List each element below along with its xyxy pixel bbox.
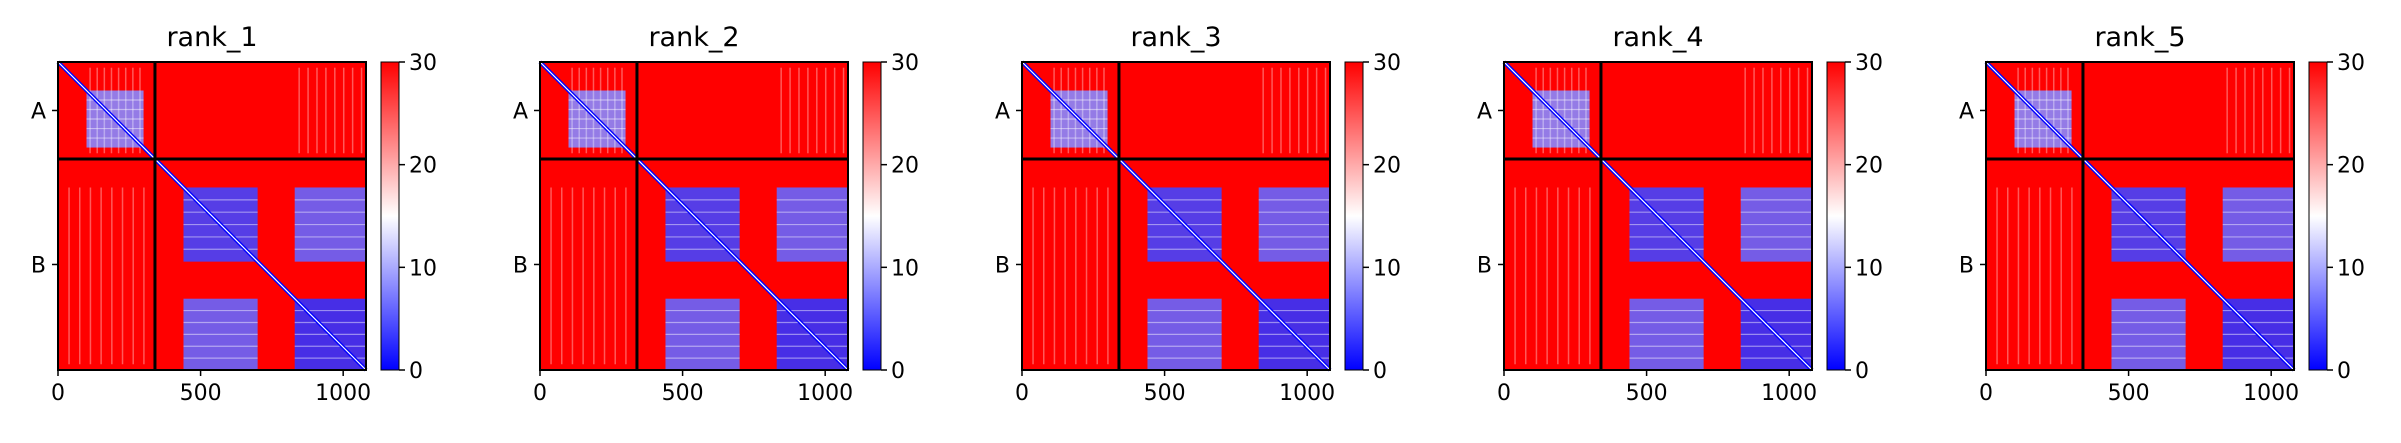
- panel-rank_1: rank_1 0 500 1000 A B 0 10 20 30: [31, 22, 437, 406]
- low-error-block: [665, 298, 740, 370]
- diagonal-highlight: [1503, 61, 1813, 371]
- x-tick-label: 1000: [1761, 381, 1817, 406]
- x-tick-label: 1000: [797, 381, 853, 406]
- low-error-block: [1740, 187, 1812, 262]
- x-tick-label: 0: [533, 381, 547, 406]
- panel-rank_3: rank_3 0 500 1000 A B 0 10 20 30: [995, 22, 1401, 406]
- plot-frame: [1503, 61, 1813, 371]
- colorbar: [862, 61, 882, 371]
- colorbar-tick-label: 30: [2337, 51, 2365, 76]
- x-tick-label: 500: [180, 381, 222, 406]
- y-tick-label: B: [1959, 253, 1974, 278]
- x-tick-label: 1000: [315, 381, 371, 406]
- colorbar-tick-label: 30: [1373, 51, 1401, 76]
- colorbar-tick-label: 10: [2337, 256, 2365, 281]
- colorbar-tick-label: 20: [409, 154, 437, 179]
- y-tick-label: B: [1477, 253, 1492, 278]
- colorbar-tick-label: 0: [2337, 359, 2351, 384]
- low-error-block: [1258, 187, 1330, 262]
- colorbar: [380, 61, 400, 371]
- x-tick-label: 500: [1144, 381, 1186, 406]
- low-error-block: [294, 187, 366, 262]
- y-tick-label: A: [1477, 99, 1492, 124]
- colorbar: [1826, 61, 1846, 371]
- x-tick-label: 500: [662, 381, 704, 406]
- low-error-block: [2111, 298, 2186, 370]
- colorbar-tick-label: 30: [409, 51, 437, 76]
- colorbar-tick-label: 0: [891, 359, 905, 384]
- diagonal-highlight: [1021, 61, 1331, 371]
- x-tick-label: 0: [51, 381, 65, 406]
- x-tick-label: 1000: [1279, 381, 1335, 406]
- panel-rank_2: rank_2 0 500 1000 A B 0 10 20 30: [513, 22, 919, 406]
- plot-frame: [1985, 61, 2295, 371]
- colorbar-tick-label: 20: [2337, 154, 2365, 179]
- panel-title: rank_5: [2094, 22, 2185, 53]
- colorbar: [2308, 61, 2328, 371]
- y-tick-label: B: [31, 253, 46, 278]
- x-tick-label: 0: [1979, 381, 1993, 406]
- y-tick-label: B: [513, 253, 528, 278]
- panel-title: rank_1: [166, 22, 257, 53]
- plot-frame: [539, 61, 849, 371]
- diagonal-highlight: [57, 61, 367, 371]
- low-error-block: [1629, 298, 1704, 370]
- diagonal-highlight: [1985, 61, 2295, 371]
- y-tick-label: A: [995, 99, 1010, 124]
- x-tick-label: 500: [1626, 381, 1668, 406]
- y-tick-label: B: [995, 253, 1010, 278]
- x-tick-label: 1000: [2243, 381, 2299, 406]
- colorbar-tick-label: 0: [1373, 359, 1387, 384]
- panel-title: rank_4: [1612, 22, 1703, 53]
- colorbar-tick-label: 0: [1855, 359, 1869, 384]
- low-error-block: [2222, 187, 2294, 262]
- y-tick-label: A: [1959, 99, 1974, 124]
- colorbar-tick-label: 10: [1855, 256, 1883, 281]
- colorbar-tick-label: 0: [409, 359, 423, 384]
- colorbar-tick-label: 10: [409, 256, 437, 281]
- y-tick-label: A: [31, 99, 46, 124]
- x-tick-label: 0: [1015, 381, 1029, 406]
- x-tick-label: 0: [1497, 381, 1511, 406]
- colorbar-tick-label: 20: [1855, 154, 1883, 179]
- plot-frame: [57, 61, 367, 371]
- colorbar-tick-label: 30: [1855, 51, 1883, 76]
- diagonal-highlight: [539, 61, 849, 371]
- colorbar-tick-label: 20: [1373, 154, 1401, 179]
- low-error-block: [183, 298, 258, 370]
- colorbar: [1344, 61, 1364, 371]
- low-error-block: [776, 187, 848, 262]
- panel-rank_5: rank_5 0 500 1000 A B 0 10 20 30: [1959, 22, 2365, 406]
- panel-rank_4: rank_4 0 500 1000 A B 0 10 20 30: [1477, 22, 1883, 406]
- x-tick-label: 500: [2108, 381, 2150, 406]
- plot-frame: [1021, 61, 1331, 371]
- colorbar-tick-label: 30: [891, 51, 919, 76]
- panel-title: rank_2: [648, 22, 739, 53]
- colorbar-tick-label: 10: [1373, 256, 1401, 281]
- low-error-block: [1147, 298, 1222, 370]
- y-tick-label: A: [513, 99, 528, 124]
- colorbar-tick-label: 20: [891, 154, 919, 179]
- colorbar-tick-label: 10: [891, 256, 919, 281]
- panel-title: rank_3: [1130, 22, 1221, 53]
